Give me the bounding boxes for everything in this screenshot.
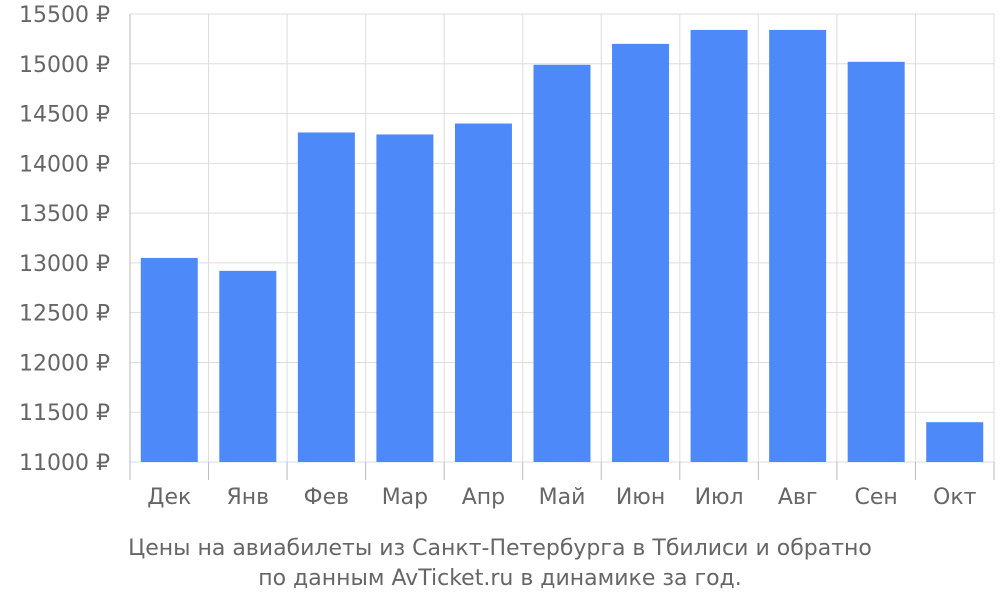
x-tick-label: Дек: [147, 485, 191, 510]
chart-caption-line-1: Цены на авиабилеты из Санкт-Петербурга в…: [128, 536, 872, 561]
y-tick-label: 15500 ₽: [19, 3, 110, 28]
axis-layer: [129, 14, 995, 480]
y-tick-label: 11500 ₽: [19, 401, 110, 426]
x-tick-label: Май: [539, 485, 586, 510]
x-tick-label: Июн: [616, 485, 665, 510]
y-tick-label: 14500 ₽: [19, 103, 110, 128]
x-tick-label: Июл: [695, 485, 744, 510]
bar-10[interactable]: [847, 61, 905, 462]
y-tick-label: 12000 ₽: [19, 351, 110, 376]
bar-7[interactable]: [612, 43, 670, 462]
x-tick-label: Фев: [304, 485, 349, 510]
x-tick-label: Апр: [462, 485, 505, 510]
bar-6[interactable]: [533, 64, 591, 463]
y-tick-label: 13500 ₽: [19, 202, 110, 227]
y-tick-label: 11000 ₽: [19, 451, 110, 476]
y-tick-labels: 11000 ₽ 11500 ₽ 12000 ₽ 12500 ₽ 13000 ₽ 13500…: [19, 3, 110, 476]
y-tick-label: 12500 ₽: [19, 302, 110, 327]
x-tick-label: Янв: [226, 485, 269, 510]
y-tick-label: 15000 ₽: [19, 53, 110, 78]
bar-8[interactable]: [690, 29, 748, 462]
bar-1[interactable]: [140, 257, 198, 462]
chart-caption-line-2: по данным AvTicket.ru в динамике за год.: [258, 566, 742, 591]
bar-11[interactable]: [926, 422, 984, 462]
y-tick-label: 14000 ₽: [19, 152, 110, 177]
bar-9[interactable]: [769, 29, 827, 462]
bar-3[interactable]: [297, 132, 355, 462]
x-tick-labels: Дек Янв Фев Мар Апр Май Июн Июл Авг Сен Окт: [147, 485, 976, 510]
bars-layer: [140, 29, 984, 463]
x-tick-label: Окт: [933, 485, 977, 510]
bar-2[interactable]: [219, 270, 277, 462]
bar-4[interactable]: [376, 134, 434, 462]
x-tick-label: Сен: [855, 485, 898, 510]
y-tick-label: 13000 ₽: [19, 252, 110, 277]
x-tick-label: Мар: [382, 485, 428, 510]
bar-5[interactable]: [454, 123, 512, 462]
x-tick-label: Авг: [778, 485, 818, 510]
